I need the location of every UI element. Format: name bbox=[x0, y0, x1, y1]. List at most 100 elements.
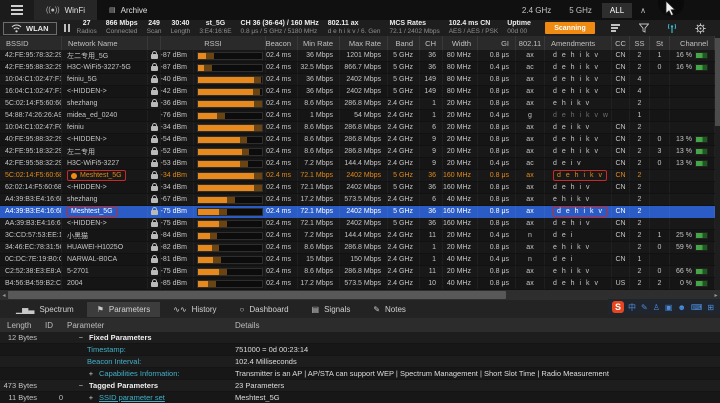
filter-funnel-icon[interactable] bbox=[638, 23, 649, 33]
column-header-st[interactable]: St bbox=[650, 36, 670, 50]
hamburger-menu-button[interactable] bbox=[0, 0, 34, 20]
column-header-max-rate[interactable]: Max Rate bbox=[340, 36, 388, 50]
antenna-icon[interactable] bbox=[667, 23, 676, 34]
param-name: Fixed Parameters bbox=[89, 333, 152, 342]
column-header-amendments[interactable]: Amendments bbox=[545, 36, 612, 50]
table-row[interactable]: 16:04:C1:02:47:F1 <-HIDDEN-> -42 dBm 102.4 … bbox=[0, 86, 715, 98]
parameter-row[interactable]: + Capabilities Information: Transmitter is… bbox=[0, 368, 720, 380]
table-row[interactable]: 40:FE:95:88:32:29 <-HIDDEN-> -54 dBm 102.4 … bbox=[0, 134, 715, 146]
toolbox-icon[interactable]: ⊞ bbox=[707, 302, 715, 312]
scanning-button[interactable]: Scanning bbox=[545, 22, 595, 34]
param-name[interactable]: Beacon Interval: bbox=[87, 357, 142, 366]
sort-list-icon[interactable] bbox=[610, 24, 620, 32]
cell-band: 5 GHz bbox=[388, 206, 420, 217]
horizontal-scrollbar[interactable]: ◂ ▸ bbox=[0, 290, 720, 300]
network-name-text: 5-2701 bbox=[67, 268, 89, 275]
expand-plus-icon[interactable]: + bbox=[88, 369, 94, 378]
rssi-bar-fill bbox=[197, 208, 220, 215]
table-row[interactable]: 5C:02:14:F5:60:6C shezhang -36 dBm 102.4 ms… bbox=[0, 98, 715, 110]
settings-gear-icon[interactable] bbox=[695, 22, 706, 34]
parameter-row[interactable]: Timestamp: 751000 = 0d 00:23:14 bbox=[0, 344, 720, 356]
emoji-icon[interactable]: ☻ bbox=[677, 302, 686, 312]
cell-rssi-bar bbox=[194, 134, 266, 145]
column-header-band[interactable]: Band bbox=[388, 36, 420, 50]
column-header-ch[interactable]: CH bbox=[420, 36, 443, 50]
column-header-cc[interactable]: CC bbox=[612, 36, 630, 50]
tab-archive[interactable]: ▤ Archive bbox=[97, 0, 159, 20]
table-row[interactable]: 10:04:C1:02:47:F1 feiniu_5G -40 dBm 102.4 m… bbox=[0, 74, 715, 86]
table-row[interactable]: 42:FE:95:88:32:29 H3C-WiFi5-3227-5G -87 dB… bbox=[0, 62, 715, 74]
cell-band: 2.4 GHz bbox=[388, 254, 420, 265]
param-name[interactable]: Timestamp: bbox=[87, 345, 126, 354]
cell-ss: 2 bbox=[630, 50, 650, 61]
table-row[interactable]: 62:02:14:F5:60:68 <-HIDDEN-> -34 dBm 102.4 … bbox=[0, 182, 715, 194]
column-header-min-rate[interactable]: Min Rate bbox=[298, 36, 340, 50]
pause-icon[interactable] bbox=[63, 24, 70, 32]
network-name-text: 左二专用_5G bbox=[67, 52, 109, 60]
parameter-row[interactable]: 11 Bytes 0 + SSID parameter set Meshtest_5G bbox=[0, 392, 720, 403]
chinese-mode-icon[interactable]: 中 bbox=[628, 302, 636, 312]
parameter-row[interactable]: Beacon Interval: 102.4 Milliseconds bbox=[0, 356, 720, 368]
collapse-minus-icon[interactable]: − bbox=[78, 381, 84, 390]
collapse-chevron-icon[interactable]: ∧ bbox=[640, 5, 646, 15]
column-header-802-11[interactable]: 802.11 bbox=[516, 36, 545, 50]
table-row[interactable]: 42:FE:95:18:32:29 左二专用 -52 dBm 102.4 ms8.6 … bbox=[0, 146, 715, 158]
band-tab-2-4-ghz[interactable]: 2.4 GHz bbox=[521, 5, 552, 15]
network-table-header[interactable]: BSSID Network Name RSSI Beacon Min Rate Max R… bbox=[0, 36, 715, 50]
table-row[interactable]: 0C:DC:7E:19:B0:C9 NARWAL-B0CA -81 dBm 102.4… bbox=[0, 254, 715, 266]
column-header-width[interactable]: Width bbox=[443, 36, 478, 50]
parameter-row[interactable]: 12 Bytes − Fixed Parameters bbox=[0, 332, 720, 344]
stat-label: 72.1 / 2402 Mbps bbox=[389, 28, 440, 36]
scroll-left-arrow-icon[interactable]: ◂ bbox=[2, 292, 6, 299]
tab-parameters[interactable]: ⚑ Parameters bbox=[86, 301, 161, 317]
table-row[interactable]: AA:39:B3:E4:16:6E <-HIDDEN-> -75 dBm 102.4 … bbox=[0, 218, 715, 230]
horizontal-scrollbar-thumb[interactable] bbox=[8, 291, 506, 299]
keyboard-icon[interactable]: ⌨ bbox=[690, 302, 703, 312]
table-row[interactable]: A4:39:B3:E4:16:6F shezhang -67 dBm 102.4 ms… bbox=[0, 194, 715, 206]
table-row[interactable]: 3C:CD:57:53:EE:1A 小黑猫 -84 dBm 102.4 ms7.2 M… bbox=[0, 230, 715, 242]
cell-band: 2.4 GHz bbox=[388, 158, 420, 169]
clipboard-icon[interactable]: ▣ bbox=[664, 302, 673, 312]
column-header-lock[interactable] bbox=[148, 36, 161, 50]
wlan-adapter-button[interactable]: WLAN bbox=[3, 21, 57, 35]
column-header-bssid[interactable]: BSSID bbox=[0, 36, 62, 50]
rssi-bar-peak bbox=[219, 268, 227, 275]
column-header-gi[interactable]: GI bbox=[478, 36, 516, 50]
tab-spectrum[interactable]: ▁▅▃ Spectrum bbox=[6, 302, 84, 317]
cell-channel-number: 9 bbox=[420, 146, 443, 157]
handwriting-icon[interactable]: ✎ bbox=[641, 302, 648, 312]
scroll-right-arrow-icon[interactable]: ▸ bbox=[714, 292, 718, 299]
cell-rssi: -87 dBm bbox=[161, 62, 194, 73]
table-row[interactable]: 10:04:C1:02:47:F0 feiniu -34 dBm 102.4 ms8.… bbox=[0, 122, 715, 134]
column-header-network-name[interactable]: Network Name bbox=[62, 36, 148, 50]
table-row[interactable]: 54:88:74:26:26:A9 midea_ed_0240 -76 dBm 102… bbox=[0, 110, 715, 122]
amendments-text: d e h i v bbox=[553, 184, 592, 191]
parameter-row[interactable]: 473 Bytes − Tagged Parameters 23 Parameters bbox=[0, 380, 720, 392]
table-row[interactable]: 5C:02:14:F5:60:68 Meshtest_5G -34 dBm 102.4… bbox=[0, 170, 715, 182]
table-row[interactable]: C2:52:38:E3:E8:A2 5-2701 -75 dBm 102.4 ms8.… bbox=[0, 266, 715, 278]
expand-plus-icon[interactable]: + bbox=[88, 393, 94, 402]
table-row[interactable]: B4:56:B4:59:B2:CA 2004 -85 dBm 102.4 ms17.2… bbox=[0, 278, 715, 290]
band-tab-5-ghz[interactable]: 5 GHz bbox=[569, 5, 592, 15]
tab-signals[interactable]: ▤ Signals bbox=[302, 302, 361, 317]
vertical-scrollbar[interactable] bbox=[715, 36, 720, 290]
column-header-channel[interactable]: Channel bbox=[670, 36, 715, 50]
column-header-beacon[interactable]: Beacon bbox=[266, 36, 298, 50]
param-name[interactable]: Capabilities Information: bbox=[99, 369, 180, 378]
column-header-rssi[interactable]: RSSI bbox=[161, 36, 266, 50]
tab-dashboard[interactable]: ○ Dashboard bbox=[230, 302, 299, 317]
tab-notes[interactable]: ✎ Notes bbox=[363, 302, 416, 317]
sogou-logo-icon[interactable]: S bbox=[612, 301, 624, 313]
param-name[interactable]: SSID parameter set bbox=[99, 393, 165, 402]
table-row[interactable]: A4:39:B3:E4:16:6E Meshtest_5G -75 dBm 102.4… bbox=[0, 206, 715, 218]
mic-icon[interactable]: ♙ bbox=[652, 302, 660, 312]
collapse-minus-icon[interactable]: − bbox=[78, 333, 84, 342]
tab-winfi[interactable]: ((●)) WinFi bbox=[34, 0, 98, 20]
tab-history[interactable]: ∿∿ History bbox=[163, 302, 226, 317]
cell-beacon: 102.4 ms bbox=[266, 74, 298, 85]
table-row[interactable]: 42:FE:95:58:32:29 H3C-WiFi5-3227 -53 dBm 10… bbox=[0, 158, 715, 170]
band-tab-all[interactable]: ALL bbox=[601, 2, 633, 18]
column-header-ss[interactable]: SS bbox=[630, 36, 650, 50]
